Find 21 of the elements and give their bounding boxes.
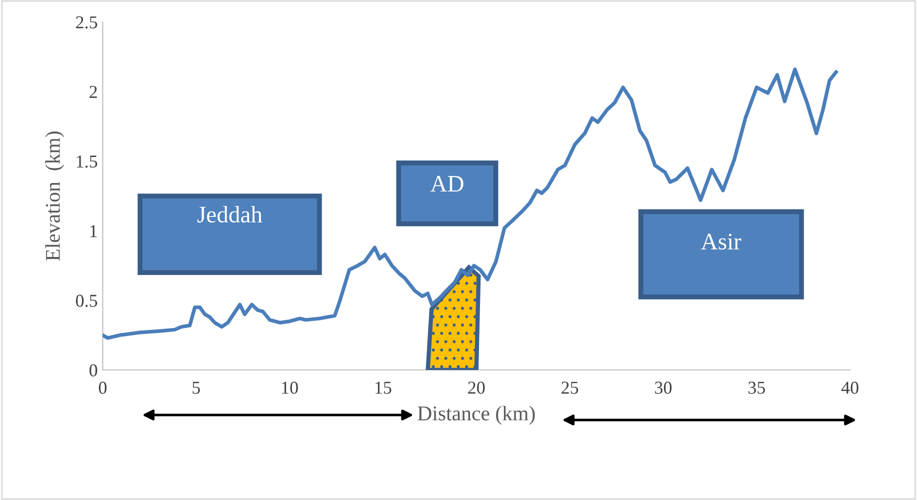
x-tick-label: 30 — [655, 382, 672, 394]
annotation: Asir — [701, 234, 742, 250]
x-tick-label: 35 — [748, 382, 765, 394]
x-tick-label: 25 — [562, 382, 578, 394]
y-tick-label: 0 — [90, 364, 98, 376]
y-tick-label: 1.5 — [76, 156, 98, 168]
x-tick-label: 15 — [376, 382, 392, 394]
line-series — [102, 68, 838, 340]
x-tick-label: 10 — [282, 382, 298, 394]
annotation: AD — [430, 176, 464, 192]
y-axis-title: Elevation (km) — [45, 132, 64, 261]
x-axis-title: Distance (km) — [418, 406, 535, 425]
x-tick-label: 5 — [192, 382, 200, 394]
y-tick-label: 2 — [90, 86, 97, 98]
y-tick-label: 0.5 — [76, 294, 98, 307]
annotation: Jeddah — [197, 206, 262, 223]
x-tick-label: 20 — [468, 382, 485, 394]
y-tick-label: 2.5 — [76, 16, 98, 29]
x-tick-label: 40 — [841, 382, 858, 394]
x-tick-label: 0 — [98, 382, 107, 394]
y-tick-label: 1 — [90, 225, 97, 238]
